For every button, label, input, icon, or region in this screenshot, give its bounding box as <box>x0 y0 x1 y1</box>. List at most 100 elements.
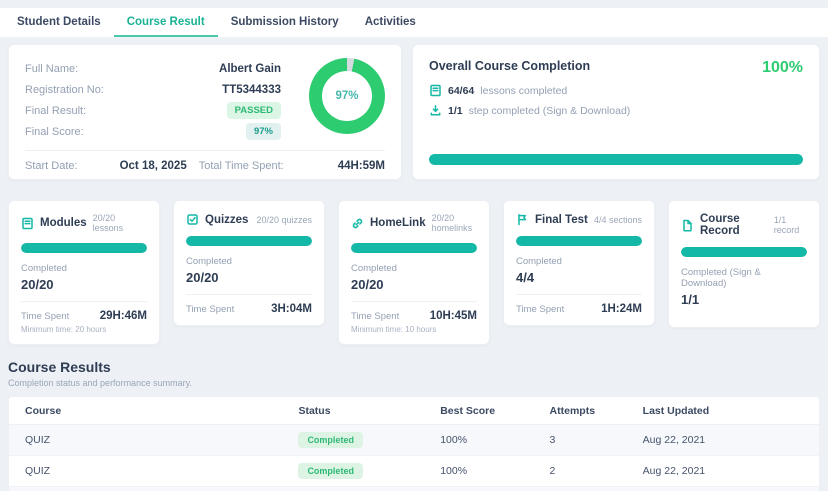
time-spent-label: Time Spent <box>516 303 565 315</box>
progress-bar <box>516 236 642 246</box>
tab-activities[interactable]: Activities <box>364 15 416 28</box>
best-score-cell: 100% <box>430 455 540 487</box>
course-cell: QUIZ <box>9 424 289 456</box>
donut-percent-label: 97% <box>335 90 359 102</box>
course-cell: QUIZ <box>9 455 289 487</box>
flag-icon <box>516 213 529 226</box>
final-score-label: Final Score: <box>25 125 84 138</box>
student-summary-card: Full Name: Albert Gain Registration No: … <box>8 44 402 180</box>
link-icon <box>351 217 364 230</box>
download-icon <box>429 104 442 117</box>
tab-submission-history[interactable]: Submission History <box>230 15 339 28</box>
modules-count: 20/20 lessons <box>92 213 124 233</box>
progress-fill <box>21 243 147 253</box>
course-record-header: Course Record 1/1 record <box>681 213 807 237</box>
status-badge: Completed <box>298 432 363 448</box>
student-footer: Start Date: Oct 18, 2025 Total Time Spen… <box>25 150 385 172</box>
time-spent-label: Time Spent <box>21 310 70 322</box>
stat-cards-row: Modules 20/20 lessons Completed 20/20 Ti… <box>8 200 820 345</box>
attempts-cell: 2 <box>539 486 633 491</box>
progress-bar <box>186 236 312 246</box>
homelink-count: 20/20 homelinks <box>431 213 473 233</box>
time-spent-value: 1H:24M <box>601 303 642 315</box>
full-name-value: Albert Gain <box>219 62 281 75</box>
column-attempts: Attempts <box>539 397 633 425</box>
minimum-time-note: Minimum time: 20 hours <box>21 325 107 334</box>
steps-value: 1/1 <box>448 104 463 117</box>
tab-course-result[interactable]: Course Result <box>113 8 218 37</box>
time-spent-row: Time Spent 1H:24M <box>516 294 642 315</box>
completed-value: 20/20 <box>21 277 54 292</box>
final-test-card: Final Test 4/4 sections Completed 4/4 Ti… <box>503 200 655 326</box>
quizzes-count: 20/20 quizzes <box>256 214 312 225</box>
time-spent-label: Time Spent <box>186 303 235 315</box>
progress-bar <box>351 243 477 253</box>
attempts-cell: 2 <box>539 455 633 487</box>
registration-label: Registration No: <box>25 83 104 96</box>
lessons-completed-line: 64/64 lessons completed <box>429 84 803 97</box>
summary-row: Full Name: Albert Gain Registration No: … <box>8 44 820 180</box>
progress-fill <box>186 236 312 246</box>
time-spent-label: Time Spent <box>351 310 400 322</box>
course-record-title: Course Record <box>700 213 740 237</box>
book-icon <box>21 217 34 230</box>
column-course: Course <box>9 397 289 425</box>
completed-label: Completed <box>186 256 232 267</box>
completed-value: 20/20 <box>186 270 219 285</box>
overall-progress-bar <box>429 154 803 165</box>
quizzes-header: Quizzes 20/20 quizzes <box>186 213 312 226</box>
student-info-rows: Full Name: Albert Gain Registration No: … <box>25 58 281 142</box>
results-subtitle: Completion status and performance summar… <box>8 378 192 388</box>
final-result-badge: PASSED <box>226 102 281 119</box>
overall-header: Overall Course Completion 100% <box>429 59 803 77</box>
table-row: QUIZ Completed 100% 2 Aug 22, 2021 <box>9 455 819 487</box>
modules-card: Modules 20/20 lessons Completed 20/20 Ti… <box>8 200 160 345</box>
last-updated-cell: Aug 22, 2021 <box>632 424 819 456</box>
completed-value: 4/4 <box>516 270 535 285</box>
time-spent-row: Time Spent 10H:45M <box>351 301 477 322</box>
time-spent-row: Time Spent 29H:46M <box>21 301 147 322</box>
best-score-cell: 100% <box>430 424 540 456</box>
total-time-label: Total Time Spent: <box>198 160 284 172</box>
column-status: Status <box>288 397 431 425</box>
completed-label: Completed <box>516 256 562 267</box>
table-header-row: Course Status Best Score Attempts Last U… <box>9 397 819 425</box>
column-last-updated: Last Updated <box>632 397 819 425</box>
registration-value: TT5344333 <box>222 83 281 96</box>
completed-label: Completed <box>21 263 67 274</box>
status-badge: Completed <box>298 463 363 479</box>
tab-student-details[interactable]: Student Details <box>17 15 101 28</box>
steps-text: step completed (Sign & Download) <box>468 104 631 117</box>
full-name-row: Full Name: Albert Gain <box>25 58 281 79</box>
progress-bar <box>681 247 807 257</box>
table-row: QUIZ Completed 100% 3 Aug 22, 2021 <box>9 424 819 456</box>
progress-bar <box>21 243 147 253</box>
overall-progress-fill <box>429 154 803 165</box>
homelink-title: HomeLink <box>370 217 426 229</box>
quizzes-card: Quizzes 20/20 quizzes Completed 20/20 Ti… <box>173 200 325 326</box>
final-result-label: Final Result: <box>25 104 87 117</box>
book-icon <box>429 84 442 97</box>
overall-percent: 100% <box>762 59 803 76</box>
minimum-time-note: Minimum time: 10 hours <box>351 325 437 334</box>
column-best-score: Best Score <box>430 397 540 425</box>
homelink-card: HomeLink 20/20 homelinks Completed 20/20… <box>338 200 490 345</box>
final-test-count: 4/4 sections <box>593 214 642 225</box>
lessons-text: lessons completed <box>480 84 568 97</box>
course-cell: QUIZ <box>9 486 289 491</box>
final-score-row: Final Score: 97% <box>25 121 281 142</box>
course-record-card: Course Record 1/1 record Completed (Sign… <box>668 200 820 328</box>
modules-title: Modules <box>40 217 87 229</box>
last-updated-cell: Aug 22, 2021 <box>632 455 819 487</box>
results-table: Course Status Best Score Attempts Last U… <box>8 396 820 491</box>
progress-fill <box>516 236 642 246</box>
results-section-header: Course Results Completion status and per… <box>8 359 820 388</box>
time-spent-value: 10H:45M <box>429 310 477 322</box>
time-spent-row: Time Spent 3H:04M <box>186 294 312 315</box>
start-date-label: Start Date: <box>25 160 78 172</box>
total-time-value: 44H:59M <box>337 160 385 172</box>
completed-value: 1/1 <box>681 292 700 307</box>
time-spent-value: 3H:04M <box>271 303 312 315</box>
overall-title: Overall Course Completion <box>429 59 591 73</box>
table-row: QUIZ Completed 80% 2 Jun 19, 2021 <box>9 486 819 491</box>
